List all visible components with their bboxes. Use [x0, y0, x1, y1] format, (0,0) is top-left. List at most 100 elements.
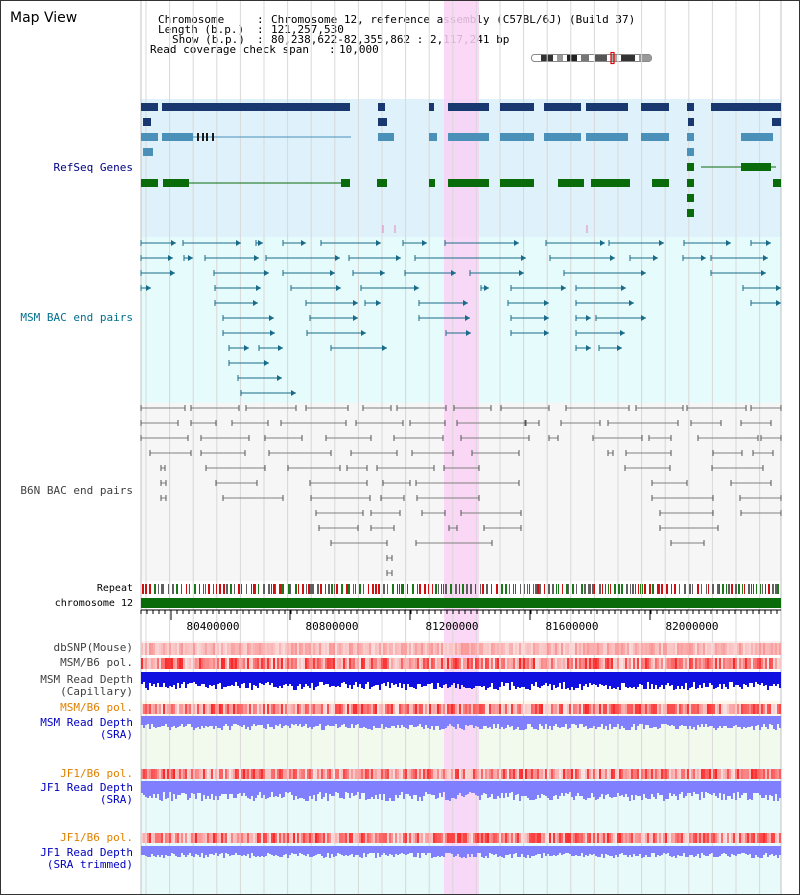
- msm-capillary-depth-bar: [435, 672, 437, 689]
- heatmap-cell: [553, 658, 555, 669]
- track-label-msm-bac[interactable]: MSM BAC end pairs: [20, 311, 133, 324]
- heatmap-cell: [621, 769, 623, 779]
- heatmap-cell: [765, 704, 767, 714]
- heatmap-cell: [703, 769, 705, 779]
- jf1-sra-depth-bar: [669, 781, 671, 793]
- heatmap-cell: [257, 643, 259, 655]
- heatmap-cell: [561, 658, 563, 669]
- heatmap-cell: [333, 769, 335, 779]
- heatmap-cell: [637, 658, 639, 669]
- jf1-trimmed-depth-bar: [375, 846, 377, 858]
- msm-sra-depth-bar: [555, 716, 557, 724]
- msm-capillary-depth-bar: [417, 672, 419, 684]
- msm-capillary-depth-bar: [485, 672, 487, 690]
- heatmap-cell: [257, 704, 259, 714]
- heatmap-cell: [711, 769, 713, 779]
- msm-bac-pairs[interactable]: [140, 240, 781, 396]
- heatmap-cell: [213, 704, 215, 714]
- jf1-trimmed-depth-bar: [511, 846, 513, 858]
- msm-capillary-depth-bar: [713, 672, 715, 689]
- heatmap-cell: [459, 658, 461, 669]
- heatmap-cell: [379, 833, 381, 843]
- b6n-bac-pairs[interactable]: [140, 405, 782, 576]
- jf1-trimmed-depth-bar: [755, 846, 757, 855]
- heatmap-cell: [323, 658, 325, 669]
- heatmap-cell: [489, 704, 491, 714]
- repeat-element: [263, 584, 265, 594]
- jf1-trimmed-depth-bar: [775, 846, 777, 855]
- msm-sra-depth-bar: [719, 716, 721, 726]
- heatmap-cell: [193, 658, 195, 669]
- msm-capillary-depth-bar: [191, 672, 193, 683]
- heatmap-cell: [695, 643, 697, 655]
- heatmap-cell: [747, 769, 749, 779]
- msm-capillary-depth-bar: [295, 672, 297, 690]
- msm-sra-depth-bar: [403, 716, 405, 727]
- heatmap-cell: [767, 658, 769, 669]
- repeat-element: [584, 584, 586, 594]
- jf1-trimmed-depth-bar: [405, 846, 407, 855]
- selection-highlight[interactable]: [444, 1, 479, 894]
- heatmap-cell: [767, 833, 769, 843]
- heatmap-cell: [359, 769, 361, 779]
- heatmap-cell: [383, 643, 385, 655]
- repeat-element: [602, 584, 603, 594]
- track-label-refseq[interactable]: RefSeq Genes: [53, 161, 133, 174]
- gene-exon: [711, 103, 781, 111]
- heatmap-cell: [623, 833, 625, 843]
- heatmap-cell: [571, 769, 573, 779]
- heatmap-cell: [407, 704, 409, 714]
- heatmap-cell: [699, 658, 701, 669]
- jf1-sra-depth-bar: [441, 781, 443, 797]
- jf1-sra-depth-bar: [329, 781, 331, 794]
- jf1-trimmed-depth-bar: [319, 846, 321, 854]
- heatmap-cell: [743, 658, 745, 669]
- heatmap-cell: [249, 833, 251, 843]
- heatmap-cell: [449, 833, 451, 843]
- msm-sra-depth-bar: [249, 716, 251, 730]
- heatmap-cell: [297, 658, 299, 669]
- msm-sra-depth-bar: [569, 716, 571, 728]
- msm-sra-depth-bar: [675, 716, 677, 729]
- jf1-trimmed-depth-bar: [233, 846, 235, 855]
- msm-capillary-depth-bar: [611, 672, 613, 689]
- jf1-trimmed-depth-bar: [485, 846, 487, 856]
- heatmap-cell: [327, 658, 329, 669]
- heatmap-cell: [549, 704, 551, 714]
- msm-bac-end: [586, 315, 591, 321]
- jf1-trimmed-depth-bar: [223, 846, 225, 858]
- heatmap-cell: [213, 643, 215, 655]
- heatmap-cell: [585, 643, 587, 655]
- heatmap-cell: [567, 833, 569, 843]
- jf1-trimmed-depth-bar: [657, 846, 659, 855]
- msm-capillary-depth-bar: [357, 672, 359, 687]
- msm-capillary-depth-bar: [771, 672, 773, 686]
- msm-sra-depth-bar: [275, 716, 277, 725]
- msm-capillary-depth-bar: [261, 672, 263, 684]
- heatmap-cell: [283, 769, 285, 779]
- heatmap-cell: [647, 643, 649, 655]
- msm-sra-depth-bar: [563, 716, 565, 727]
- jf1-sra-depth-bar: [305, 781, 307, 801]
- heatmap-cell: [503, 833, 505, 843]
- msm-sra-depth-bar: [687, 716, 689, 729]
- jf1-trimmed-depth-bar: [425, 846, 427, 855]
- heatmap-cell: [553, 769, 555, 779]
- refseq-genes[interactable]: [141, 103, 781, 233]
- track-label-b6n-bac[interactable]: B6N BAC end pairs: [20, 484, 133, 497]
- heatmap-cell: [239, 704, 241, 714]
- msm-capillary-depth-bar: [467, 672, 469, 688]
- heatmap-cell: [521, 658, 523, 669]
- heatmap-cell: [349, 833, 351, 843]
- heatmap-cell: [759, 833, 761, 843]
- heatmap-cell: [601, 658, 603, 669]
- jf1-trimmed-depth-bar: [697, 846, 699, 854]
- heatmap-cell: [147, 704, 149, 714]
- heatmap-cell: [623, 658, 625, 669]
- msm-sra-depth-bar: [545, 716, 547, 724]
- msm-capillary-depth-bar: [353, 672, 355, 685]
- heatmap-cell: [587, 769, 589, 779]
- heatmap-cell: [761, 833, 763, 843]
- heatmap-cell: [291, 769, 293, 779]
